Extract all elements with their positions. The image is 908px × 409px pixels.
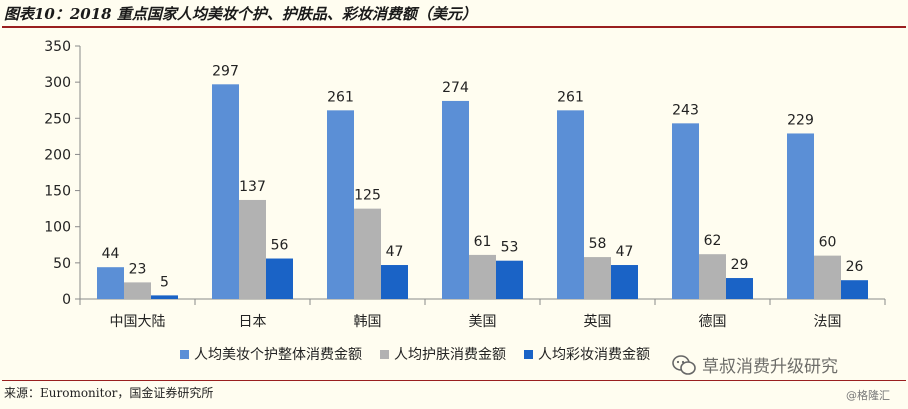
bar (97, 267, 124, 299)
bar (611, 265, 638, 299)
bar (496, 260, 523, 299)
watermark: 草叔消费升级研究 (672, 352, 838, 377)
data-label: 60 (819, 235, 837, 251)
x-category-label: 英国 (584, 313, 612, 330)
bar-chart: 0 50 100 150 200 250 300 350 44 23 5 中国大陆 297 137 56 日本… (44, 39, 886, 330)
y-tick-label: 0 (62, 292, 71, 308)
legend-item-makeup: 人均彩妆消费金额 (524, 344, 650, 364)
x-category-label: 日本 (239, 314, 267, 330)
data-label: 26 (846, 259, 864, 275)
bar (124, 282, 151, 299)
y-tick-label: 50 (53, 256, 71, 272)
legend-label-skincare: 人均护肤消费金额 (394, 347, 506, 363)
x-category-label: 美国 (469, 314, 497, 330)
bar (726, 278, 753, 299)
y-tick-label: 300 (44, 75, 71, 91)
legend: 人均美妆个护整体消费金额 人均护肤消费金额 人均彩妆消费金额 (180, 343, 668, 365)
legend-label-makeup: 人均彩妆消费金额 (538, 347, 650, 363)
y-tick-label: 200 (44, 147, 71, 163)
y-tick-label: 350 (44, 39, 71, 55)
data-label: 61 (474, 234, 492, 250)
data-label: 137 (239, 179, 266, 195)
bar (266, 258, 293, 299)
bar (212, 84, 239, 299)
bar (381, 265, 408, 299)
y-tick-label: 100 (44, 220, 71, 236)
bar (841, 280, 868, 299)
bar (354, 208, 381, 299)
bar (814, 255, 841, 299)
data-label: 261 (557, 89, 584, 105)
legend-item-skincare: 人均护肤消费金额 (380, 344, 506, 364)
x-category-label: 中国大陆 (110, 314, 166, 330)
x-category-label: 德国 (699, 314, 727, 330)
bar (557, 110, 584, 299)
data-label: 56 (271, 238, 289, 254)
data-label: 5 (160, 274, 169, 290)
legend-swatch-total (180, 349, 189, 359)
credit-text: @格隆汇 (846, 389, 890, 402)
y-tick-label: 250 (44, 111, 71, 127)
data-label: 29 (731, 257, 749, 273)
data-label: 297 (212, 63, 239, 79)
wechat-icon (672, 354, 696, 375)
x-category-label: 韩国 (354, 314, 382, 330)
title-rule (2, 26, 906, 28)
bar (787, 133, 814, 299)
chart-title: 图表10：2018 重点国家人均美妆个护、护肤品、彩妆消费额（美元） (4, 5, 477, 23)
data-label: 125 (354, 188, 381, 204)
legend-swatch-skincare (380, 349, 389, 359)
data-label: 243 (672, 102, 699, 118)
data-label: 229 (787, 112, 814, 128)
bar (151, 295, 178, 299)
bar (442, 100, 469, 300)
watermark-text: 草叔消费升级研究 (702, 357, 838, 377)
data-label: 47 (386, 244, 404, 260)
legend-item-total: 人均美妆个护整体消费金额 (180, 344, 362, 364)
legend-label-total: 人均美妆个护整体消费金额 (194, 347, 362, 363)
legend-swatch-makeup (524, 349, 533, 359)
x-category-label: 法国 (814, 314, 842, 330)
bar (327, 110, 354, 299)
data-label: 53 (501, 240, 519, 256)
bar (239, 199, 266, 299)
data-label: 62 (704, 233, 722, 249)
bar (672, 123, 699, 300)
y-tick-label: 150 (44, 184, 71, 200)
source-note: 来源：Euromonitor，国金证券研究所 (4, 386, 214, 400)
bar (699, 254, 726, 299)
bar (469, 254, 496, 299)
bottom-rule (2, 380, 906, 381)
data-label: 58 (589, 236, 607, 252)
bar (584, 257, 611, 299)
data-label: 274 (442, 80, 469, 96)
data-label: 23 (129, 261, 147, 277)
data-label: 44 (102, 246, 120, 262)
data-label: 261 (327, 89, 354, 105)
data-label: 47 (616, 244, 634, 260)
